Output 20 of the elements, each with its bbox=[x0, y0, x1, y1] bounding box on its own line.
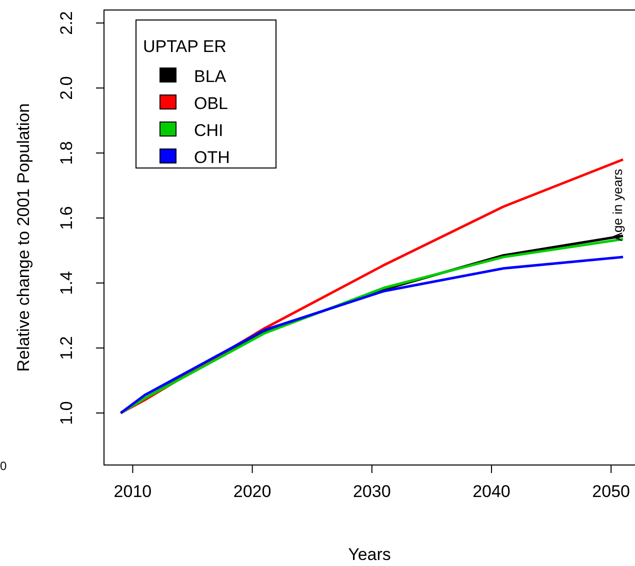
legend-label: CHI bbox=[194, 121, 224, 140]
legend-label: BLA bbox=[194, 67, 227, 86]
x-tick-label: 2020 bbox=[233, 482, 272, 501]
text: 0 bbox=[0, 459, 7, 473]
x-tick-label: 2010 bbox=[114, 482, 152, 501]
y-tick-label: 2.2 bbox=[57, 11, 76, 35]
y-tick-label: 2.0 bbox=[57, 76, 76, 100]
x-tick-label: 2030 bbox=[352, 482, 391, 501]
x-tick-label: 2050 bbox=[592, 482, 630, 501]
legend-title: UPTAP ER bbox=[143, 37, 226, 56]
y-tick-label: 1.6 bbox=[57, 206, 76, 230]
y-tick-label: 1.0 bbox=[57, 401, 76, 425]
x-axis-title: Years bbox=[348, 545, 391, 564]
y-tick-label: 1.2 bbox=[57, 336, 76, 360]
y-tick-label: 1.8 bbox=[57, 141, 76, 165]
y-axis-title: Relative change to 2001 Population bbox=[14, 103, 33, 372]
legend-label: OTH bbox=[194, 148, 230, 167]
x-tick-label: 2040 bbox=[472, 482, 510, 501]
legend-label: OBL bbox=[194, 94, 228, 113]
y-tick-label: 1.4 bbox=[57, 271, 76, 295]
